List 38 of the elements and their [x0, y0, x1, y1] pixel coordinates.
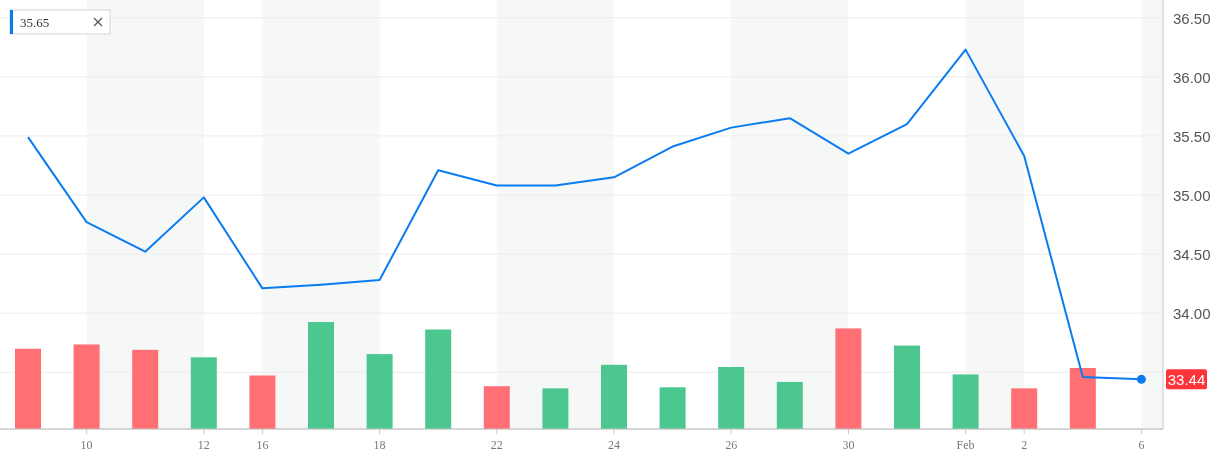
bar [542, 388, 569, 429]
x-tick-label: 22 [490, 438, 503, 452]
bar [308, 322, 334, 429]
x-tick-label: 18 [373, 438, 386, 452]
x-tick-label: 2 [1021, 438, 1028, 452]
x-tick-label: 30 [842, 438, 855, 452]
bar [1069, 368, 1096, 429]
annotation: 35.65 [20, 15, 50, 30]
x-tick-label: Feb [956, 438, 975, 452]
y-tick-label: 35.00 [1173, 187, 1211, 204]
bar [483, 386, 510, 429]
bar [425, 329, 452, 429]
bar [601, 364, 627, 429]
bar [776, 381, 803, 429]
annotation: 33.44 [1167, 371, 1206, 389]
x-tick-label: 24 [608, 438, 620, 452]
x-tick-label: 12 [197, 438, 210, 452]
bar [718, 366, 745, 429]
y-tick-label: 36.00 [1173, 68, 1211, 86]
x-tick-label: 26 [725, 438, 738, 452]
bar [952, 374, 979, 429]
bar [659, 387, 686, 429]
bar [132, 349, 159, 429]
y-tick-label: 34.00 [1173, 305, 1211, 323]
bar [15, 348, 41, 429]
bar [366, 354, 393, 429]
bar [249, 375, 276, 429]
bar [190, 357, 217, 429]
x-tick-label: 16 [256, 438, 269, 452]
x-tick-label: 6 [1138, 438, 1145, 452]
y-tick-label: 35.50 [1173, 127, 1211, 145]
y-tick-label: 36.50 [1173, 9, 1211, 27]
x-tick-label: 10 [80, 438, 93, 452]
y-tick-label: 34.50 [1173, 246, 1211, 264]
bar [73, 344, 100, 429]
bar [894, 345, 920, 429]
bar [1011, 388, 1038, 429]
bar [835, 328, 862, 429]
